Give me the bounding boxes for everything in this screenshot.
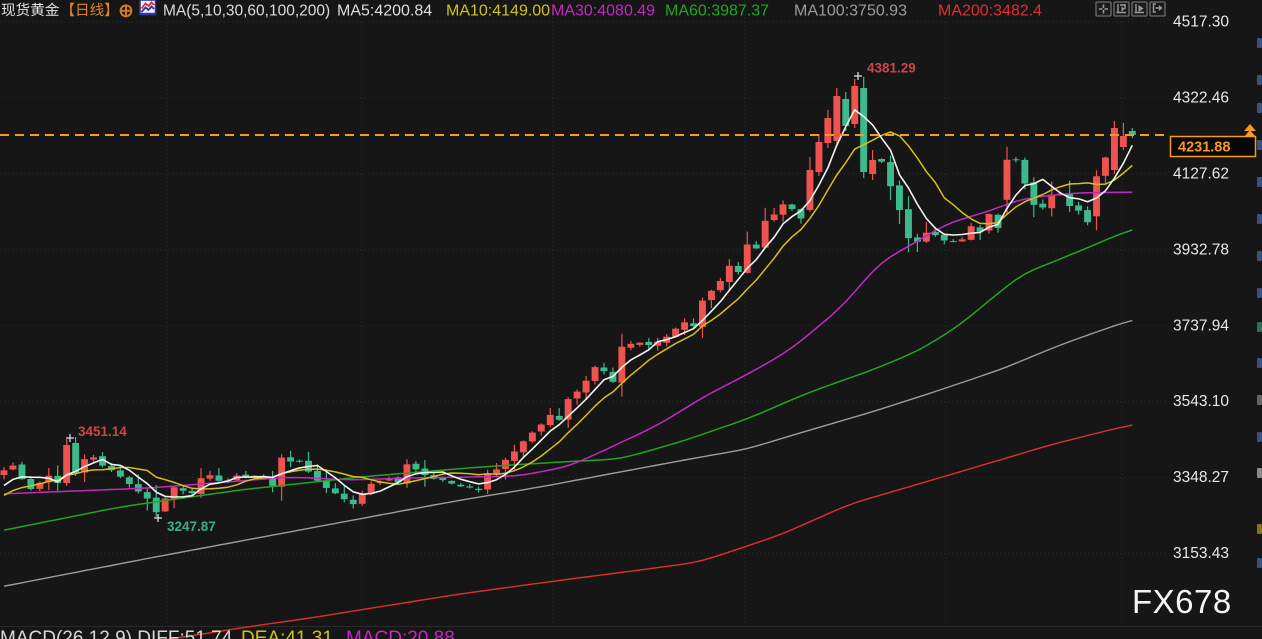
svg-text:4517.30: 4517.30 — [1173, 14, 1229, 31]
svg-text:MACD:20.88: MACD:20.88 — [346, 628, 455, 639]
svg-text:4381.29: 4381.29 — [867, 61, 916, 76]
svg-text:4127.62: 4127.62 — [1173, 166, 1229, 183]
svg-text:MA10:4149.00: MA10:4149.00 — [446, 3, 550, 20]
svg-text:MA100:3750.93: MA100:3750.93 — [794, 3, 907, 20]
svg-text:3247.87: 3247.87 — [167, 519, 216, 534]
svg-text:FX678: FX678 — [1132, 583, 1232, 620]
svg-text:3932.78: 3932.78 — [1173, 241, 1229, 258]
svg-text:3451.14: 3451.14 — [78, 424, 127, 439]
svg-text:DEA:41.31: DEA:41.31 — [241, 628, 333, 639]
svg-text:4322.46: 4322.46 — [1173, 90, 1229, 107]
svg-text:3737.94: 3737.94 — [1173, 317, 1229, 334]
svg-text:MA5:4200.84: MA5:4200.84 — [337, 3, 432, 20]
svg-text:MA200:3482.4: MA200:3482.4 — [938, 3, 1042, 20]
svg-text:3543.10: 3543.10 — [1173, 393, 1229, 410]
svg-text:4231.88: 4231.88 — [1178, 140, 1230, 156]
svg-text:3348.27: 3348.27 — [1173, 469, 1229, 486]
svg-text:MA60:3987.37: MA60:3987.37 — [665, 3, 769, 20]
svg-text:3153.43: 3153.43 — [1173, 545, 1229, 562]
svg-text:MA(5,10,30,60,100,200): MA(5,10,30,60,100,200) — [163, 3, 330, 20]
svg-text:MA30:4080.49: MA30:4080.49 — [551, 3, 655, 20]
svg-text:MACD(26,12,9) DIFF:51.74: MACD(26,12,9) DIFF:51.74 — [0, 628, 233, 639]
